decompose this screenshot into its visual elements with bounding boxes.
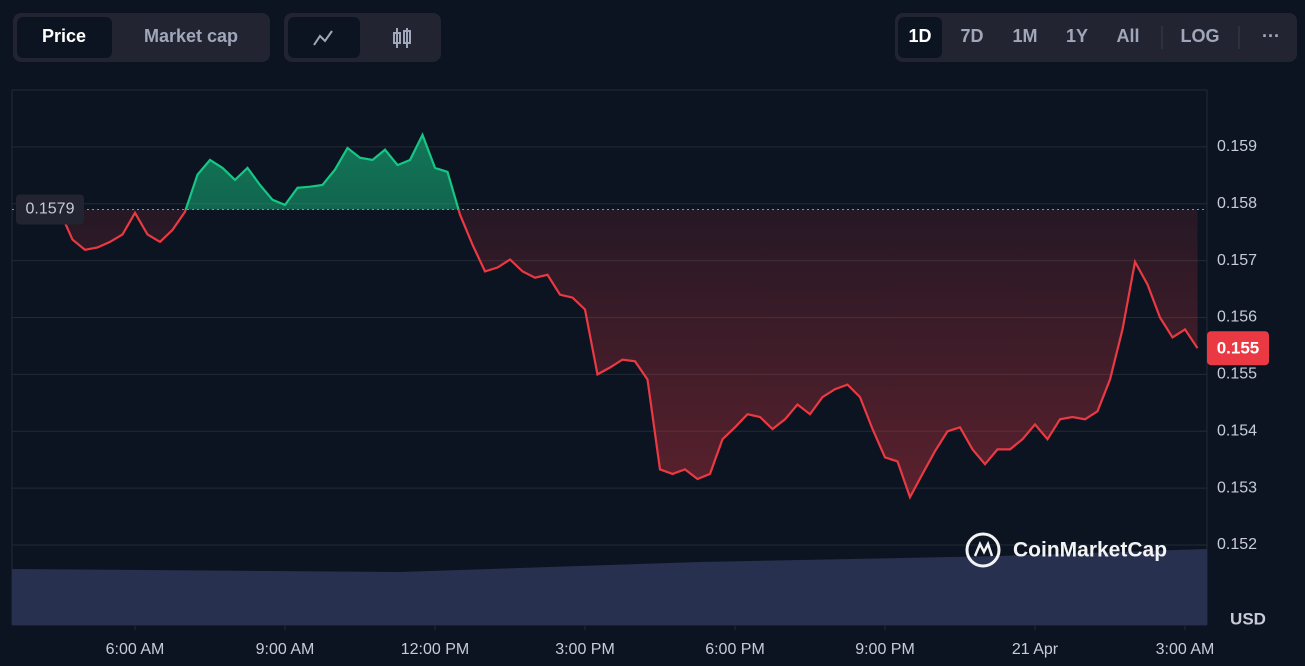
watermark-logo [965,532,1001,568]
range-7d[interactable]: 7D [960,26,983,46]
range-1m[interactable]: 1M [1012,26,1037,46]
price-line-up [22,132,460,210]
tab-group [895,13,1297,62]
y-tick-label: 0.157 [1217,252,1257,269]
more-button[interactable]: ··· [1262,26,1280,46]
last-price-tag [1207,331,1269,366]
tab-price[interactable]: Price [42,26,86,46]
x-tick-label: 9:00 PM [855,641,915,658]
metric-tabs: Price Market cap [13,13,270,62]
line-icon [313,30,333,46]
y-tick-label: 0.159 [1217,138,1257,155]
baseline-label-bg [16,194,84,225]
range-all[interactable]: All [1116,26,1139,46]
last-price-label: 0.155 [1217,339,1260,358]
x-tick-label: 9:00 AM [256,641,315,658]
watermark-logo-mark [973,540,994,557]
range-tabs: 1D 7D 1M 1Y All LOG ··· [895,13,1297,62]
area-down [22,209,1198,498]
plot: 0.152 0.153 0.154 0.155 0.156 0.157 0.158 0.159… [12,132,1269,658]
chart-type-tabs [284,13,441,62]
tab-active-bg [898,17,942,58]
log-toggle[interactable]: LOG [1181,26,1220,46]
y-tick-label: 0.155 [1217,366,1257,383]
x-tick-label: 21 Apr [1012,641,1059,658]
y-tick-label: 0.158 [1217,195,1257,212]
baseline-label: 0.1579 [26,201,75,218]
watermark: CoinMarketCap [965,532,1167,568]
x-tick-label: 12:00 PM [401,641,469,658]
tab-market-cap[interactable]: Market cap [144,26,238,46]
x-tick-label: 3:00 PM [555,641,615,658]
area-up [22,134,459,210]
y-tick-label: 0.154 [1217,422,1257,439]
x-tick-label: 6:00 PM [705,641,765,658]
y-tick-label: 0.153 [1217,479,1257,496]
y-tick-label: 0.156 [1217,309,1257,326]
x-tick-label: 6:00 AM [106,641,165,658]
tab-active-bg [17,17,112,58]
candle-icon[interactable] [393,28,411,48]
x-tick-label: 3:00 AM [1156,641,1215,658]
range-1d[interactable]: 1D [908,26,931,46]
currency-label: USD [1230,609,1266,628]
range-1y[interactable]: 1Y [1066,26,1088,46]
volume-area [12,549,1207,625]
line-icon-button[interactable] [288,17,360,58]
y-tick-label: 0.152 [1217,536,1257,553]
watermark-text: CoinMarketCap [1013,539,1167,562]
price-line-down [41,209,1199,500]
